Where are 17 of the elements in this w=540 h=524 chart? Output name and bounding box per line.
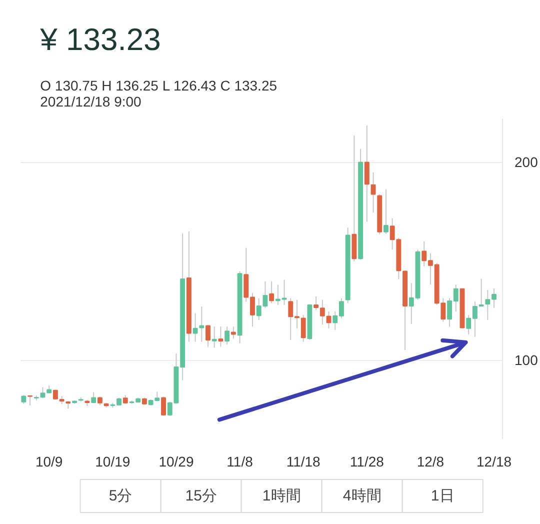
x-tick-label: 12/18 (476, 454, 512, 470)
x-tick-label: 12/8 (416, 454, 444, 470)
x-tick-label: 11/28 (350, 454, 384, 470)
text: 5分 (108, 488, 132, 504)
chart-title: ¥ 133.23 (39, 22, 161, 57)
x-tick-label: 10/19 (95, 454, 130, 470)
text: 15分 (185, 488, 217, 504)
text: 1時間 (262, 488, 301, 504)
chart-subtitle: O 130.75 H 136.25 L 126.43 C 133.25 2021/12/18 9:00 (40, 78, 278, 110)
x-tick-label: 11/18 (286, 454, 321, 470)
x-tick-label: 10/9 (35, 454, 63, 470)
y-tick-label: 200 (514, 154, 538, 170)
text: 1日 (430, 488, 454, 504)
text: 4時間 (342, 488, 382, 504)
y-tick-label: 100 (514, 352, 538, 368)
x-tick-label: 10/29 (158, 454, 194, 470)
x-tick-label: 11/8 (226, 454, 254, 470)
